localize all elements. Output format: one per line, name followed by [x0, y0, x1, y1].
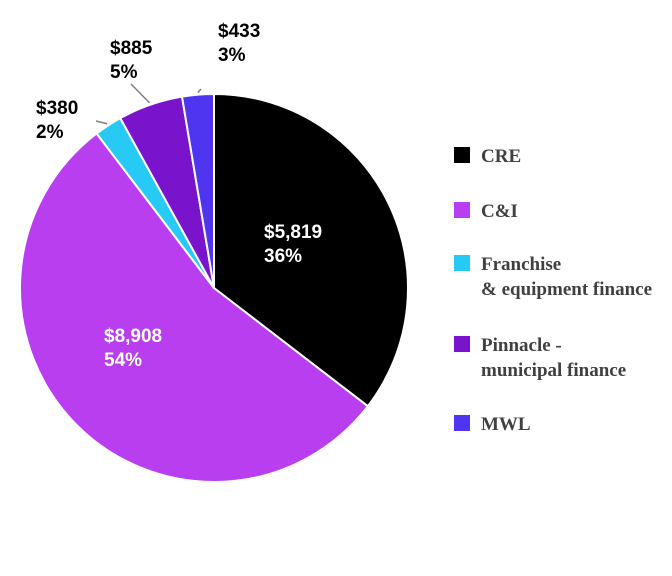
legend-swatch-pinnacle-municipal-finance [454, 336, 470, 352]
legend-label-franchise-equipment-finance: Franchise [481, 254, 561, 275]
percent-label-cre: 36% [264, 246, 302, 267]
slice-labels: $5,819 36% $8,908 54% $380 2% $885 5% $433 3% [36, 21, 322, 371]
legend-label-c-i: C&I [481, 201, 518, 222]
value-label-pinnacle-municipal-finance: $885 [110, 38, 153, 59]
legend-swatch-mwl [454, 415, 470, 431]
legend-swatch-cre [454, 147, 470, 163]
leader-lines [95, 83, 202, 125]
percent-label-c-i: 54% [104, 350, 142, 371]
leader-line-mwl [197, 88, 202, 94]
legend-label-cre: CRE [481, 146, 521, 167]
value-label-mwl: $433 [218, 21, 260, 42]
legend-label-pinnacle-municipal-finance: Pinnacle - [481, 335, 562, 356]
value-label-franchise-equipment-finance: $380 [36, 98, 78, 119]
percent-label-pinnacle-municipal-finance: 5% [110, 62, 138, 83]
pie-slice-c-i [19, 132, 370, 483]
legend-label-mwl: MWL [481, 414, 531, 435]
pie-slices [19, 92, 409, 483]
legend-swatch-franchise-equipment-finance [454, 255, 470, 271]
percent-label-mwl: 3% [218, 45, 246, 66]
legend-swatch-c-i [454, 202, 470, 218]
legend-label-pinnacle-municipal-finance-line-2: municipal finance [481, 360, 626, 381]
percent-label-franchise-equipment-finance: 2% [36, 122, 64, 143]
legend: CRE C&I Franchise & equipment finance Pinnac… [454, 146, 652, 435]
leader-line-pinnacle-municipal-finance [130, 83, 151, 104]
pie-slice-mwl [180, 92, 215, 289]
leader-line-franchise-equipment-finance [95, 120, 108, 125]
legend-label-franchise-equipment-finance-line-2: & equipment finance [481, 279, 652, 300]
pie-slice-cre [213, 92, 409, 408]
value-label-cre: $5,819 [264, 222, 322, 243]
value-label-c-i: $8,908 [104, 326, 162, 347]
